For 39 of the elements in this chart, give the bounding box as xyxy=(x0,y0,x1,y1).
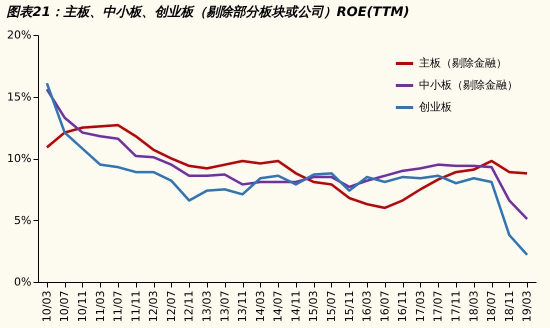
y-tick-label: 5% xyxy=(14,214,32,227)
x-tick-label: 13/03 xyxy=(200,290,214,322)
line-series xyxy=(46,124,528,210)
y-tick-label: 15% xyxy=(7,90,32,104)
x-tick-label: 14/03 xyxy=(254,290,267,322)
x-tick-label: 14/07 xyxy=(272,290,285,322)
x-tick-label: 18/07 xyxy=(485,290,498,322)
x-tick-label: 11/03 xyxy=(94,290,107,322)
y-tick-label: 10% xyxy=(7,152,32,165)
x-tick-label: 19/03 xyxy=(520,290,534,322)
line-series xyxy=(46,82,528,256)
legend-label: 创业板 xyxy=(419,100,452,114)
chart-title: 图表21：主板、中小板、创业板（剔除部分板块或公司）ROE(TTM) xyxy=(6,4,410,20)
x-tick-label: 14/11 xyxy=(289,290,302,322)
legend-label: 主板（剔除金融） xyxy=(419,56,507,70)
x-tick-label: 13/11 xyxy=(236,290,250,322)
x-tick-label: 16/03 xyxy=(360,290,374,322)
x-tick-label: 12/03 xyxy=(147,290,160,322)
x-tick-label: 18/03 xyxy=(467,290,480,322)
x-tick-label: 11/11 xyxy=(129,290,142,322)
y-tick-label: 0% xyxy=(14,276,32,288)
x-tick-label: 17/03 xyxy=(414,290,427,322)
x-tick-label: 15/03 xyxy=(307,290,320,322)
x-tick-label: 15/11 xyxy=(342,290,356,322)
x-tick-label: 16/07 xyxy=(378,290,392,322)
x-tick-label: 18/11 xyxy=(502,290,516,322)
x-tick-label: 12/07 xyxy=(164,290,178,322)
legend-label: 中小板（剔除金融） xyxy=(419,78,518,92)
x-tick-label: 17/11 xyxy=(449,290,462,322)
x-tick-label: 12/11 xyxy=(182,290,196,322)
x-tick-label: 15/07 xyxy=(324,290,338,322)
y-tick-label: 20% xyxy=(7,28,32,42)
x-tick-label: 10/03 xyxy=(40,290,54,322)
x-tick-label: 10/11 xyxy=(76,290,89,322)
x-tick-label: 17/07 xyxy=(432,290,445,322)
x-tick-label: 16/11 xyxy=(396,290,410,322)
x-tick-label: 10/07 xyxy=(58,290,72,322)
x-tick-label: 11/07 xyxy=(112,290,125,322)
x-tick-label: 13/07 xyxy=(218,290,232,322)
